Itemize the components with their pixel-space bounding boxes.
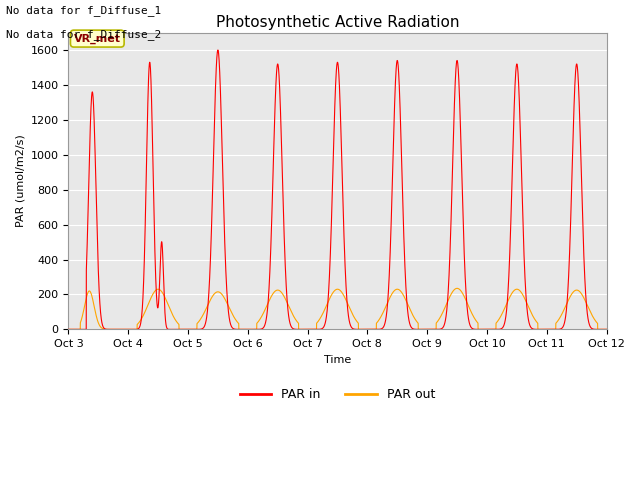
Text: VR_met: VR_met [74,34,121,44]
Text: No data for f_Diffuse_1: No data for f_Diffuse_1 [6,5,162,16]
X-axis label: Time: Time [324,355,351,365]
Y-axis label: PAR (umol/m2/s): PAR (umol/m2/s) [15,134,25,228]
Legend: PAR in, PAR out: PAR in, PAR out [235,383,440,406]
Text: No data for f_Diffuse_2: No data for f_Diffuse_2 [6,29,162,40]
Title: Photosynthetic Active Radiation: Photosynthetic Active Radiation [216,15,460,30]
